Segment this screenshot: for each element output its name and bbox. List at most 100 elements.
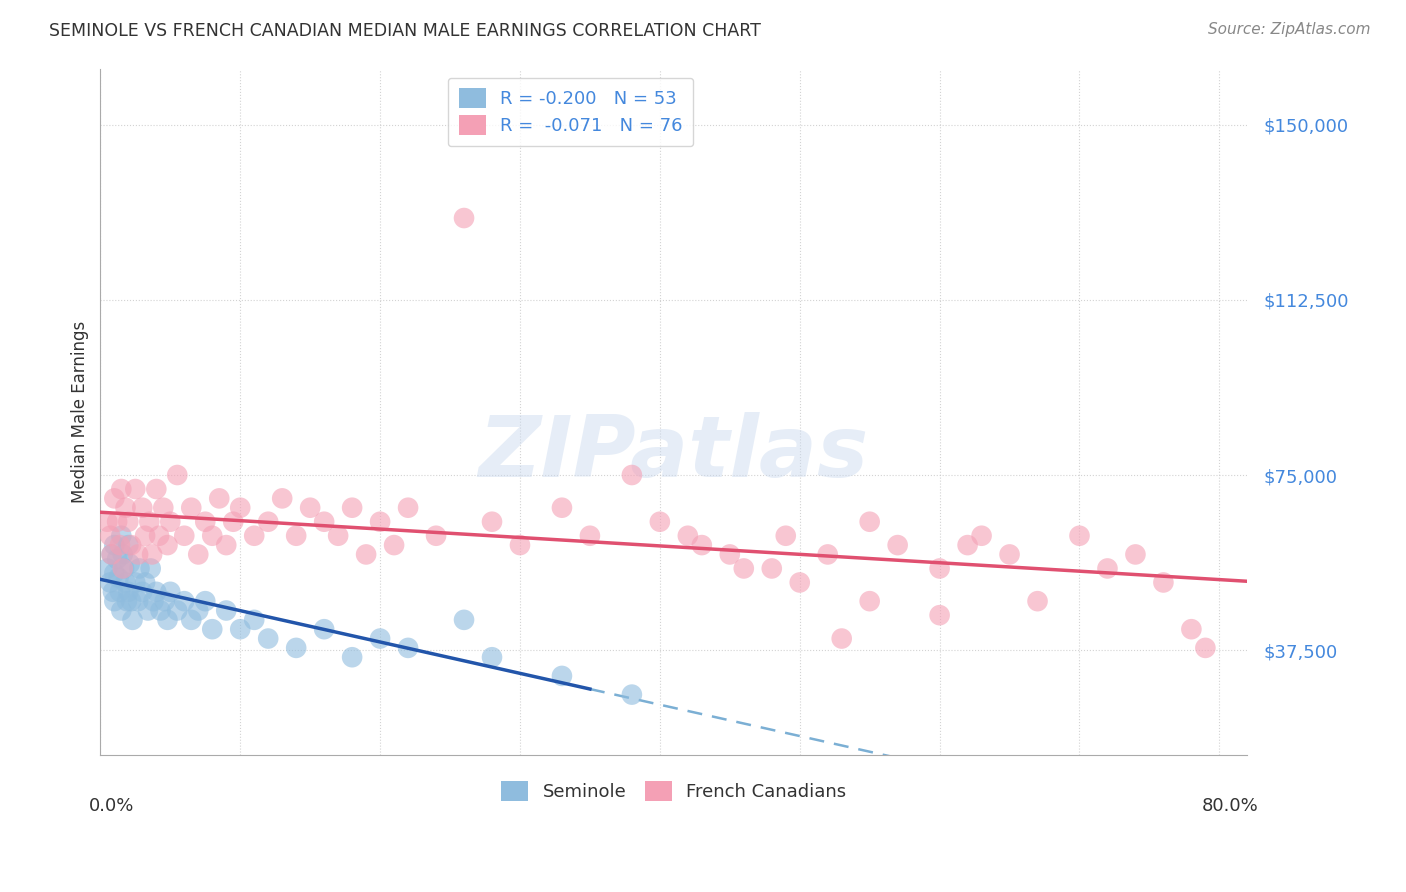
Point xyxy=(886,538,908,552)
Point xyxy=(114,575,136,590)
Point xyxy=(120,538,142,552)
Point xyxy=(194,515,217,529)
Point xyxy=(166,468,188,483)
Point xyxy=(314,622,336,636)
Point xyxy=(1180,622,1202,636)
Point xyxy=(690,538,713,552)
Point xyxy=(110,529,132,543)
Point xyxy=(101,584,124,599)
Point xyxy=(1069,529,1091,543)
Point xyxy=(187,603,209,617)
Y-axis label: Median Male Earnings: Median Male Earnings xyxy=(72,321,89,503)
Point xyxy=(111,548,134,562)
Text: 0.0%: 0.0% xyxy=(89,797,134,814)
Point xyxy=(103,594,125,608)
Point xyxy=(117,515,139,529)
Point xyxy=(98,575,121,590)
Point xyxy=(354,548,377,562)
Point xyxy=(299,500,322,515)
Point xyxy=(187,548,209,562)
Point xyxy=(340,650,363,665)
Point xyxy=(257,515,280,529)
Point xyxy=(136,603,159,617)
Point xyxy=(718,548,741,562)
Point xyxy=(139,561,162,575)
Text: Source: ZipAtlas.com: Source: ZipAtlas.com xyxy=(1208,22,1371,37)
Point xyxy=(103,566,125,581)
Point xyxy=(153,594,176,608)
Point xyxy=(180,500,202,515)
Point xyxy=(229,622,252,636)
Point xyxy=(859,515,882,529)
Point xyxy=(108,538,131,552)
Point xyxy=(142,594,165,608)
Point xyxy=(166,603,188,617)
Point xyxy=(1097,561,1119,575)
Text: ZIPatlas: ZIPatlas xyxy=(478,411,869,495)
Point xyxy=(208,491,231,506)
Point xyxy=(118,557,141,571)
Point xyxy=(100,548,122,562)
Point xyxy=(115,594,138,608)
Point xyxy=(551,500,574,515)
Point xyxy=(648,515,671,529)
Point xyxy=(509,538,531,552)
Point xyxy=(156,613,179,627)
Point xyxy=(620,468,643,483)
Text: SEMINOLE VS FRENCH CANADIAN MEDIAN MALE EARNINGS CORRELATION CHART: SEMINOLE VS FRENCH CANADIAN MEDIAN MALE … xyxy=(49,22,761,40)
Point xyxy=(100,548,122,562)
Point xyxy=(998,548,1021,562)
Point xyxy=(970,529,993,543)
Point xyxy=(110,603,132,617)
Point xyxy=(481,650,503,665)
Point xyxy=(243,613,266,627)
Point xyxy=(134,529,156,543)
Point xyxy=(368,515,391,529)
Point xyxy=(243,529,266,543)
Point xyxy=(103,491,125,506)
Point xyxy=(314,515,336,529)
Point xyxy=(368,632,391,646)
Point xyxy=(1152,575,1174,590)
Point xyxy=(201,622,224,636)
Point xyxy=(173,594,195,608)
Point xyxy=(453,613,475,627)
Point xyxy=(117,538,139,552)
Point xyxy=(817,548,839,562)
Point xyxy=(173,529,195,543)
Point xyxy=(579,529,602,543)
Point xyxy=(156,538,179,552)
Point xyxy=(340,500,363,515)
Point xyxy=(127,548,149,562)
Point xyxy=(328,529,350,543)
Point xyxy=(215,603,238,617)
Point xyxy=(215,538,238,552)
Point xyxy=(285,529,308,543)
Point xyxy=(108,584,131,599)
Point xyxy=(789,575,811,590)
Point xyxy=(180,613,202,627)
Point xyxy=(124,482,146,496)
Point xyxy=(159,515,181,529)
Point xyxy=(131,584,153,599)
Point xyxy=(110,482,132,496)
Point xyxy=(103,538,125,552)
Text: 80.0%: 80.0% xyxy=(1202,797,1258,814)
Point xyxy=(382,538,405,552)
Point xyxy=(152,500,174,515)
Point xyxy=(859,594,882,608)
Point xyxy=(396,640,419,655)
Point xyxy=(956,538,979,552)
Point xyxy=(148,529,170,543)
Point xyxy=(775,529,797,543)
Point xyxy=(1125,548,1147,562)
Point xyxy=(229,500,252,515)
Point xyxy=(121,613,143,627)
Point xyxy=(138,515,160,529)
Point xyxy=(105,552,128,566)
Point xyxy=(127,594,149,608)
Point xyxy=(1194,640,1216,655)
Point xyxy=(105,515,128,529)
Legend: Seminole, French Canadians: Seminole, French Canadians xyxy=(494,773,853,808)
Point xyxy=(141,548,163,562)
